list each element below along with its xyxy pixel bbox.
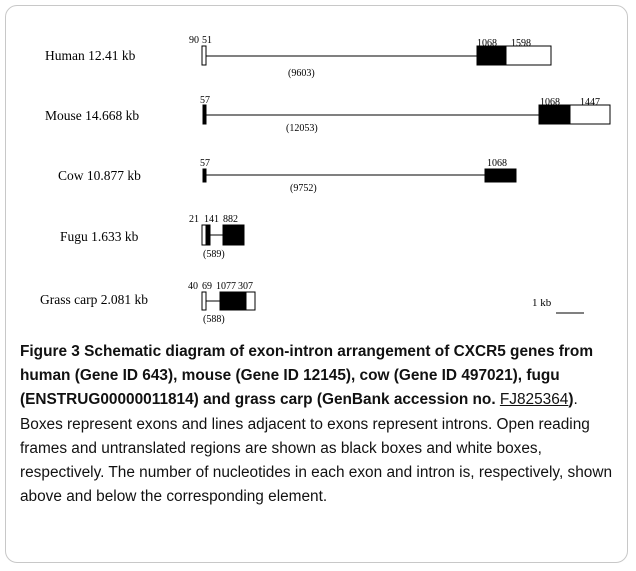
exon — [538, 104, 571, 125]
intron-size: (588) — [203, 314, 225, 325]
scale-label: 1 kb — [532, 297, 552, 309]
exon — [201, 224, 207, 246]
exon-size: 40 — [188, 281, 198, 292]
exon-size: 1447 — [580, 97, 600, 108]
exon-size: 1068 — [477, 38, 497, 49]
exon-size: 307 — [238, 281, 253, 292]
caption-title-end: ) — [568, 391, 574, 409]
exon-size: 1077 — [216, 281, 236, 292]
exon — [476, 45, 507, 66]
exon-size: 51 — [202, 35, 212, 46]
exon — [569, 104, 611, 125]
exon — [245, 291, 256, 311]
exon — [484, 168, 517, 183]
exon — [505, 45, 552, 66]
caption-title: Schematic diagram of exon-intron arrange… — [20, 343, 594, 409]
exon-size: 141 — [204, 214, 219, 225]
exon — [201, 291, 207, 311]
exon — [205, 224, 211, 246]
intron-size: (589) — [203, 249, 225, 260]
exon-size: 882 — [223, 214, 238, 225]
figure-caption: Figure 3 Schematic diagram of exon-intro… — [20, 340, 620, 509]
intron-size: (9752) — [290, 183, 317, 194]
caption-body: . Boxes represent exons and lines adjace… — [20, 391, 613, 506]
intron-size: (9603) — [288, 68, 315, 79]
gene-label: Cow 10.877 kb — [58, 168, 141, 183]
exon-size: 57 — [200, 158, 210, 169]
gene-label: Mouse 14.668 kb — [45, 108, 139, 123]
exon-size: 1068 — [540, 97, 560, 108]
figure-frame — [5, 5, 628, 563]
caption-label: Figure 3 — [20, 343, 80, 360]
exon — [219, 291, 247, 311]
gene-label: Fugu 1.633 kb — [60, 229, 139, 244]
exon-size: 1068 — [487, 158, 507, 169]
exon-size: 69 — [202, 281, 212, 292]
exon-size: 90 — [189, 35, 199, 46]
exon-size: 21 — [189, 214, 199, 225]
exon — [201, 45, 207, 66]
accession-link[interactable]: FJ825364 — [499, 391, 569, 409]
exon-size: 1598 — [511, 38, 531, 49]
gene-label: Grass carp 2.081 kb — [40, 292, 148, 307]
exon — [202, 168, 207, 183]
exon — [202, 104, 207, 125]
gene-label: Human 12.41 kb — [45, 48, 136, 63]
intron-size: (12053) — [286, 123, 318, 134]
exon — [222, 224, 245, 246]
exon-size: 57 — [200, 95, 210, 106]
gene-diagram: Human 12.41 kb 90 51 1068 1598 (9603) Mo… — [40, 35, 611, 325]
